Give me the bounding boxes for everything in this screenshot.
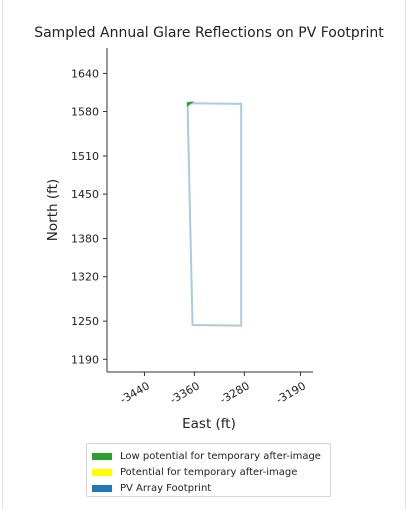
legend-swatch-green bbox=[92, 452, 112, 460]
legend-swatch-blue bbox=[92, 484, 112, 492]
x-tick-label: -3360 bbox=[168, 379, 202, 406]
plot-area bbox=[186, 101, 243, 327]
y-tick-label: 1380 bbox=[71, 233, 99, 246]
y-axis-label: North (ft) bbox=[45, 179, 61, 241]
x-axis-ticks: -3440 -3360 -3280 -3190 bbox=[118, 372, 308, 407]
x-tick-label: -3280 bbox=[218, 379, 252, 406]
window-border-right bbox=[405, 0, 406, 510]
chart-title: Sampled Annual Glare Reflections on PV F… bbox=[34, 25, 384, 41]
x-tick-label: -3440 bbox=[118, 379, 152, 406]
y-tick-label: 1580 bbox=[71, 106, 99, 119]
pv-footprint-outline bbox=[186, 102, 243, 327]
y-tick-label: 1510 bbox=[71, 150, 99, 163]
window-border-left bbox=[2, 0, 3, 510]
y-tick-label: 1450 bbox=[71, 188, 99, 201]
x-tick-label: -3190 bbox=[274, 379, 308, 406]
chart-legend: Low potential for temporary after-image … bbox=[86, 443, 331, 497]
y-axis-ticks: 1190 1250 1320 1380 1450 1510 1580 1640 bbox=[71, 67, 107, 366]
glare-region-low-potential bbox=[187, 101, 195, 107]
y-tick-label: 1250 bbox=[71, 315, 99, 328]
y-tick-label: 1190 bbox=[71, 353, 99, 366]
legend-item-potential: Potential for temporary after-image bbox=[92, 464, 330, 480]
legend-item-low-potential: Low potential for temporary after-image bbox=[92, 448, 330, 464]
x-axis-label: East (ft) bbox=[182, 416, 236, 432]
legend-label-potential: Potential for temporary after-image bbox=[120, 466, 298, 478]
glare-chart: Sampled Annual Glare Reflections on PV F… bbox=[34, 25, 384, 432]
y-tick-label: 1320 bbox=[71, 271, 99, 284]
legend-label-low-potential: Low potential for temporary after-image bbox=[120, 450, 321, 462]
y-tick-label: 1640 bbox=[71, 67, 99, 80]
legend-item-pv-footprint: PV Array Footprint bbox=[92, 480, 330, 496]
legend-label-pv-footprint: PV Array Footprint bbox=[120, 482, 212, 494]
legend-swatch-yellow bbox=[92, 468, 112, 476]
